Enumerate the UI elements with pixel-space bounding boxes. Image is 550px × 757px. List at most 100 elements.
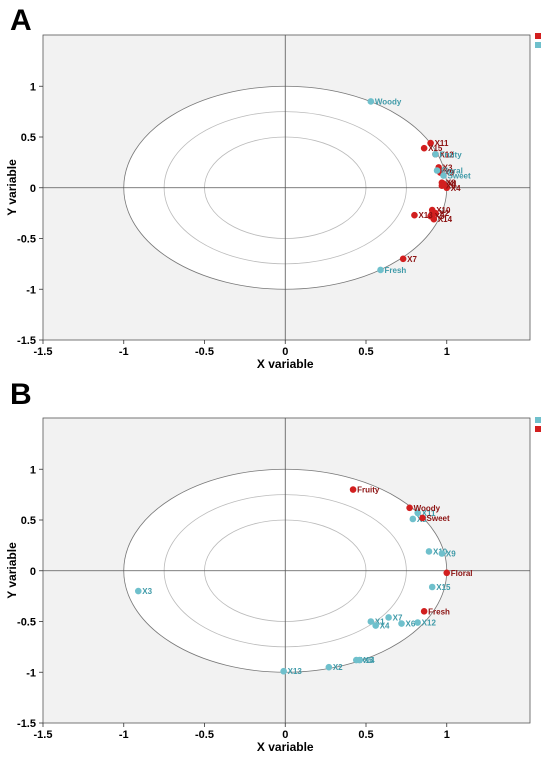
panel-a-y-tick-label: -1.5 [17, 335, 36, 347]
panel-a-x-tick-label: 0 [282, 346, 288, 358]
panel-b-y-axis-title: Y variable [5, 542, 19, 599]
panel-a-point-label-x10: X10 [436, 206, 451, 215]
panel-a-point-label-x11: X11 [435, 139, 449, 148]
panel-a-point-x14 [430, 215, 438, 223]
panel-a-point-label-x15: X15 [428, 144, 443, 153]
panel-a-point-label-x4: X4 [451, 184, 461, 193]
panel-b-point-label-x13: X13 [288, 667, 303, 676]
panel-a-point-label-fresh: Fresh [385, 266, 407, 275]
panel-b-point-label-sweet: Sweet [427, 514, 450, 523]
panel-b-point-x7 [385, 614, 392, 621]
panel-a-y-tick-label: -0.5 [17, 234, 36, 246]
panel-a-x-axis-title: X variable [257, 357, 314, 371]
panel-a-point-label-x2: X2 [439, 209, 449, 218]
panel-a-point-label-fruity: Fruity [439, 150, 462, 159]
panel-a-point-label-x8: X8 [446, 179, 456, 188]
panel-a-point-fresh [377, 266, 384, 274]
panel-a-point-fruity [432, 150, 439, 158]
panel-b-point-label-fruity: Fruity [357, 486, 380, 495]
panel-b-letter: B [10, 378, 32, 411]
panel-b-point-label-x1: X1 [375, 618, 385, 627]
panel-a-point-x7 [399, 255, 407, 263]
panel-b-point-label-x2: X2 [333, 663, 343, 672]
panel-a-x-tick-label: -1 [119, 346, 129, 358]
panel-b-x-tick-label: -1 [119, 729, 129, 741]
panel-a-point-x13 [411, 211, 418, 219]
panel-b-point-x13 [280, 667, 287, 675]
panel-a-point-label-x5: X5 [435, 212, 445, 221]
panel-b-point-woody [406, 504, 413, 512]
panel-b-point-sweet [419, 514, 426, 522]
panel-b-legend-swatch-cyan [535, 417, 541, 423]
panel-b-x-tick-label: -1.5 [34, 729, 53, 741]
panel-b-point-label-x14: X14 [360, 656, 375, 665]
panel-b-point-x3 [134, 587, 142, 595]
panel-b-point-x8 [409, 515, 417, 523]
panel-a-point-label-sweet: Sweet [448, 172, 471, 181]
panel-b-point-label-fresh: Fresh [428, 607, 450, 616]
panel-b-x-tick-label: 0 [282, 729, 288, 741]
panel-b-point-x1 [367, 618, 375, 625]
panel-b-chart: -1.5 -1 -0.5 0 0.5 1 1 0.5 0 -0.5 -1 -1.5 X variable… [5, 417, 541, 754]
panel-a-point-label-x9: X9 [444, 169, 454, 178]
panel-b-legend-swatch-red [535, 426, 541, 432]
panel-a-legend-swatch-cyan [535, 42, 541, 48]
panel-a-y-axis-title: Y variable [5, 159, 19, 216]
panel-b-x-axis-title: X variable [257, 740, 314, 754]
panel-b-point-x6 [398, 620, 405, 627]
panel-b-point-label-x11: X11 [422, 509, 436, 518]
panel-a-point-x11 [427, 139, 434, 147]
panel-a-point-label-x14: X14 [438, 215, 453, 224]
panel-b-x-tick-label: -0.5 [195, 729, 214, 741]
panel-a-x-tick-label: -0.5 [195, 346, 214, 358]
panel-b-point-label-floral: Floral [451, 569, 473, 578]
panel-b-point-x5 [356, 656, 363, 664]
panel-a-x-tick-label: 0.5 [358, 346, 373, 358]
panel-b-point-fruity [349, 486, 357, 493]
panel-b-point-x11 [414, 509, 421, 517]
panel-b-point-x15 [428, 583, 436, 591]
panel-b-point-floral [443, 569, 451, 577]
panel-a-point-floral [433, 167, 441, 174]
panel-a-y-tick-label: -1 [26, 284, 36, 296]
panel-a-point-x6 [438, 182, 446, 190]
panel-b-point-x10 [425, 548, 433, 555]
panel-b-point-label-woody: Woody [414, 504, 441, 513]
panel-a-letter: A [10, 4, 32, 37]
panel-a-point-sweet [440, 172, 447, 179]
panel-b-point-label-x15: X15 [436, 583, 451, 592]
panel-a-point-label-floral: Floral [441, 166, 463, 175]
panel-b-point-fresh [420, 608, 428, 615]
panel-b-y-tick-label: -1 [26, 667, 36, 679]
panel-a-point-x15 [420, 144, 428, 152]
panel-a-x-tick-label: 1 [444, 346, 450, 358]
panel-b-point-label-x7: X7 [393, 613, 403, 622]
panel-b-point-x12 [414, 619, 421, 626]
panel-b-point-x2 [325, 663, 333, 671]
panel-b-point-label-x6: X6 [406, 620, 416, 629]
panel-a-point-label-woody: Woody [375, 97, 402, 106]
panel-a-point-label-x7: X7 [407, 255, 417, 264]
panel-a-point-label-x3: X3 [443, 163, 453, 172]
panel-b-y-tick-label: 1 [30, 464, 36, 476]
panel-b-point-label-x3: X3 [142, 587, 152, 596]
panel-a-y-tick-label: 1 [30, 81, 36, 93]
panel-b-y-tick-label: -0.5 [17, 617, 36, 629]
panel-a-legend-swatch-red [535, 33, 541, 39]
panel-a-point-label-x1: X1 [448, 180, 458, 189]
panel-a-y-tick-label: 0.5 [21, 132, 36, 144]
panel-a-point-label-x12: X12 [439, 150, 454, 159]
panel-b-x-tick-label: 1 [444, 729, 450, 741]
panel-a-point-x2 [432, 209, 439, 217]
panel-b-point-x9 [438, 550, 446, 557]
panel-b-x-tick-label: 0.5 [358, 729, 373, 741]
panel-a-chart: -1.5 -1 -0.5 0 0.5 1 1 0.5 0 -0.5 -1 -1.5 X variable… [5, 33, 541, 371]
panel-b-point-label-x9: X9 [446, 549, 456, 558]
panel-b-point-x4 [372, 622, 379, 629]
panel-b-y-tick-label: 0 [30, 566, 36, 578]
panel-b-point-label-x4: X4 [380, 622, 390, 631]
panel-a-point-label-x6: X6 [446, 182, 456, 191]
panel-b-point-label-x5: X5 [364, 656, 374, 665]
panel-b-point-label-x12: X12 [422, 619, 437, 628]
